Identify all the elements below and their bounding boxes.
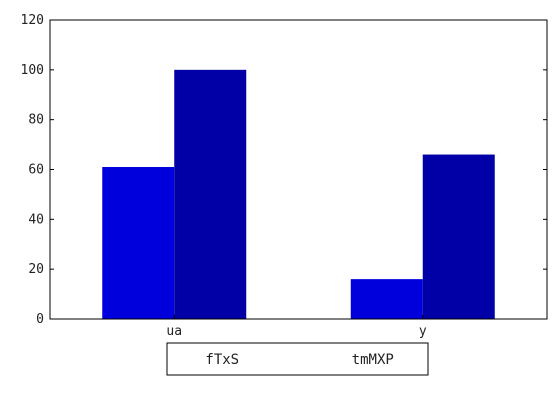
y-tick-label: 0 <box>36 312 44 327</box>
bar-tmMXP-ua <box>174 69 247 319</box>
bar-fTxS-ua <box>102 167 175 319</box>
y-tick-label: 80 <box>28 113 44 128</box>
y-tick-label: 100 <box>21 63 44 78</box>
legend-box <box>166 342 429 376</box>
legend: fTxS tmMXP <box>166 342 429 376</box>
x-axis: ua y <box>166 315 427 339</box>
y-tick-label: 60 <box>28 163 44 178</box>
legend-entry-fTxS: fTxS <box>205 352 239 368</box>
y-tick-label: 120 <box>21 13 44 28</box>
x-tick-label: y <box>419 324 427 339</box>
bars-layer <box>102 69 495 319</box>
legend-entry-tmMXP: tmMXP <box>352 352 394 368</box>
x-tick-label: ua <box>166 324 182 339</box>
y-axis: 0 20 40 60 80 100 120 <box>21 13 547 327</box>
bar-fTxS-y <box>350 279 423 319</box>
bar-tmMXP-y <box>422 154 495 319</box>
y-tick-label: 40 <box>28 212 44 227</box>
y-tick-label: 20 <box>28 262 44 277</box>
